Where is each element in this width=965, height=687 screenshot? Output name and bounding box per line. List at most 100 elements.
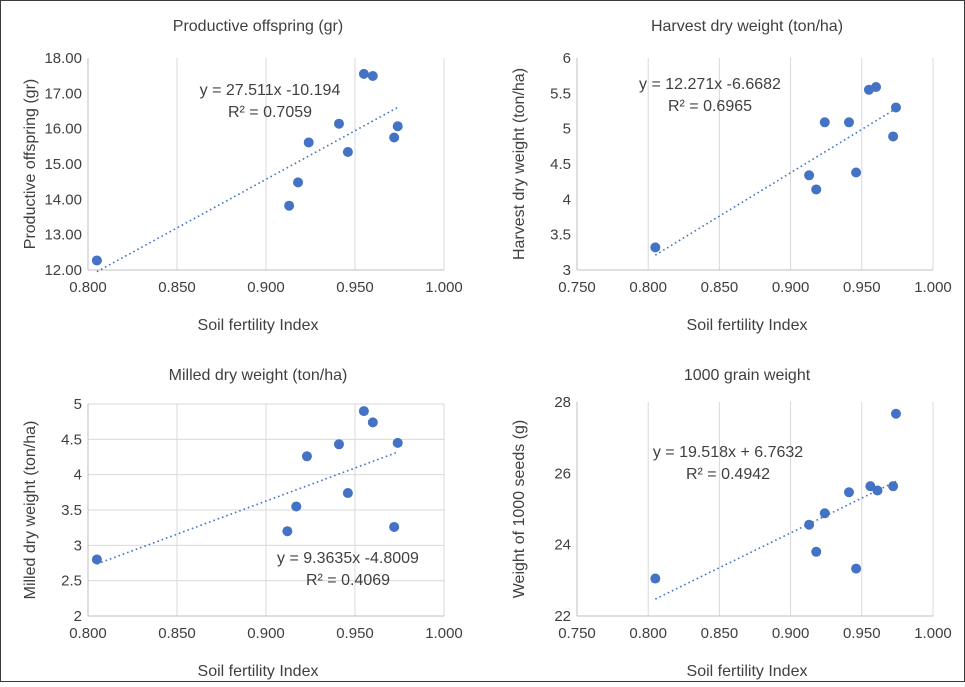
x-tick-label: 0.950 bbox=[843, 279, 881, 296]
chart-title: Productive offspring (gr) bbox=[173, 18, 343, 35]
data-point bbox=[392, 437, 403, 448]
data-point bbox=[333, 118, 344, 129]
y-tick-label: 17.00 bbox=[44, 85, 82, 102]
data-point bbox=[650, 573, 661, 584]
y-tick-label: 16.00 bbox=[44, 121, 82, 138]
data-point bbox=[284, 200, 295, 211]
x-tick-label: 1.000 bbox=[914, 625, 952, 642]
x-tick-label: 0.950 bbox=[336, 279, 374, 296]
y-tick-label: 15.00 bbox=[44, 156, 82, 173]
y-tick-label: 4 bbox=[74, 467, 82, 484]
data-point bbox=[851, 167, 862, 178]
data-point bbox=[650, 242, 661, 253]
y-tick-label: 13.00 bbox=[44, 227, 82, 244]
data-point bbox=[392, 121, 403, 132]
trend-equation: y = 27.511x -10.194 bbox=[200, 82, 341, 99]
x-tick-label: 0.900 bbox=[772, 625, 810, 642]
data-point bbox=[871, 81, 882, 92]
data-point bbox=[872, 485, 883, 496]
data-point bbox=[291, 501, 302, 512]
r-squared-label: R² = 0.4069 bbox=[306, 572, 390, 589]
r-squared-label: R² = 0.6965 bbox=[668, 98, 752, 115]
x-tick-label: 0.800 bbox=[69, 279, 107, 296]
data-point bbox=[819, 117, 830, 128]
chart-panel-1: 0.800 0.850 0.900 0.950 1.000 12.00 13.00 14.00… bbox=[22, 18, 463, 334]
y-tick-label: 4 bbox=[563, 191, 571, 208]
data-point bbox=[342, 146, 353, 157]
y-tick-label: 18.00 bbox=[44, 50, 82, 67]
y-tick-label: 24 bbox=[554, 537, 571, 554]
x-axis-label: Soil fertility Index bbox=[198, 663, 319, 680]
data-point bbox=[293, 177, 304, 188]
x-axis-label: Soil fertility Index bbox=[198, 317, 319, 334]
r-squared-label: R² = 0.7059 bbox=[228, 104, 312, 121]
x-tick-label: 0.850 bbox=[701, 625, 739, 642]
trend-equation: y = 19.518x + 6.7632 bbox=[653, 444, 803, 461]
x-tick-label: 0.950 bbox=[336, 625, 374, 642]
y-tick-label: 6 bbox=[563, 50, 571, 67]
y-tick-label: 3 bbox=[74, 537, 82, 554]
data-point bbox=[890, 102, 901, 113]
chart-panel-3: 0.800 0.850 0.900 0.950 1.000 2 2.5 3 3.5 4 4.5 5 Mi… bbox=[22, 367, 463, 680]
y-tick-label: 5 bbox=[74, 396, 82, 413]
y-axis-label: Milled dry weight (ton/ha) bbox=[22, 421, 39, 600]
y-axis-label: Harvest dry weight (ton/ha) bbox=[511, 68, 528, 260]
x-tick-label: 0.750 bbox=[558, 279, 596, 296]
data-point bbox=[888, 131, 899, 142]
data-point bbox=[358, 68, 369, 79]
x-tick-label: 0.900 bbox=[772, 279, 810, 296]
data-point bbox=[342, 488, 353, 499]
y-tick-label: 5.5 bbox=[550, 85, 571, 102]
data-point bbox=[819, 508, 830, 519]
data-point bbox=[367, 71, 378, 82]
trendline bbox=[96, 106, 399, 273]
x-tick-label: 1.000 bbox=[914, 279, 952, 296]
x-tick-label: 0.900 bbox=[247, 279, 285, 296]
y-tick-label: 3.5 bbox=[61, 502, 82, 519]
x-tick-label: 1.000 bbox=[425, 625, 463, 642]
data-point bbox=[303, 137, 314, 148]
x-tick-label: 0.950 bbox=[843, 625, 881, 642]
y-tick-label: 2 bbox=[74, 608, 82, 625]
chart-title: Milled dry weight (ton/ha) bbox=[169, 367, 348, 384]
x-tick-label: 0.800 bbox=[629, 279, 667, 296]
data-point bbox=[358, 406, 369, 417]
x-tick-label: 1.000 bbox=[425, 279, 463, 296]
y-tick-label: 3.5 bbox=[550, 227, 571, 244]
y-tick-label: 2.5 bbox=[61, 573, 82, 590]
y-tick-label: 14.00 bbox=[44, 191, 82, 208]
data-point bbox=[890, 408, 901, 419]
x-tick-label: 0.850 bbox=[158, 279, 196, 296]
data-point bbox=[811, 546, 822, 557]
data-point bbox=[91, 255, 102, 266]
x-tick-label: 0.750 bbox=[558, 625, 596, 642]
y-axis-label: Weight of 1000 seeds (g) bbox=[511, 420, 528, 598]
chart-panel-4: 0.750 0.800 0.850 0.900 0.950 1.000 22 24 26 28 10… bbox=[511, 367, 952, 680]
x-axis-label: Soil fertility Index bbox=[687, 663, 808, 680]
trendline bbox=[654, 107, 897, 256]
x-tick-label: 0.800 bbox=[629, 625, 667, 642]
x-tick-label: 0.900 bbox=[247, 625, 285, 642]
trendline bbox=[96, 451, 398, 565]
data-point bbox=[888, 481, 899, 492]
y-tick-label: 26 bbox=[554, 465, 571, 482]
y-tick-label: 22 bbox=[554, 608, 571, 625]
data-point bbox=[804, 519, 815, 530]
data-point bbox=[389, 521, 400, 532]
r-squared-label: R² = 0.4942 bbox=[686, 466, 770, 483]
y-tick-label: 3 bbox=[563, 262, 571, 279]
data-point bbox=[91, 554, 102, 565]
trend-equation: y = 9.3635x -4.8009 bbox=[277, 550, 419, 567]
x-tick-label: 0.800 bbox=[69, 625, 107, 642]
x-tick-label: 0.850 bbox=[701, 279, 739, 296]
y-tick-label: 28 bbox=[554, 394, 571, 411]
data-point bbox=[843, 487, 854, 498]
trend-equation: y = 12.271x -6.6682 bbox=[639, 76, 781, 93]
y-tick-label: 4.5 bbox=[550, 156, 571, 173]
chart-panel-2: 0.750 0.800 0.850 0.900 0.950 1.000 3 3.5 4 4.5 5 5… bbox=[511, 18, 952, 334]
data-point bbox=[282, 526, 293, 537]
data-point bbox=[389, 132, 400, 143]
x-axis-label: Soil fertility Index bbox=[687, 317, 808, 334]
